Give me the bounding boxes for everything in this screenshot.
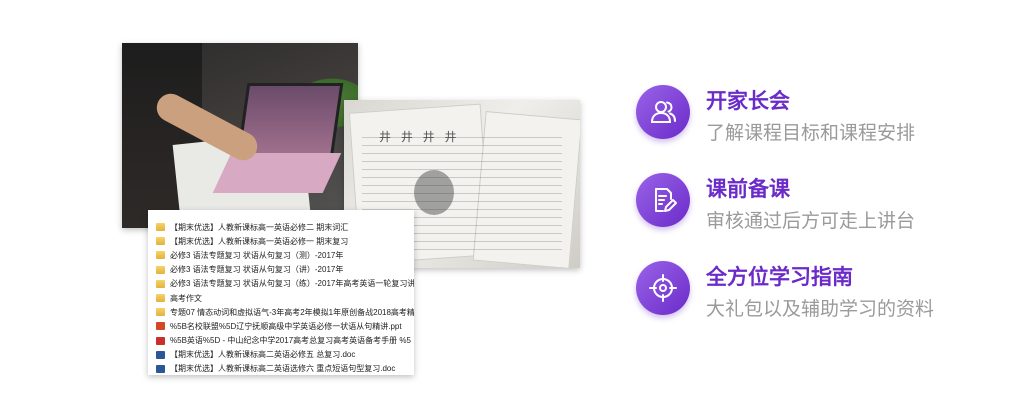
- file-name: 【期末优选】人教新课标高二英语必修五 总复习.doc: [170, 350, 356, 360]
- file-name: 必修3 语法专题复习 状语从句复习（练）-2017年高考英语一轮复习讲: [170, 279, 414, 289]
- file-row[interactable]: 必修3 语法专题复习 状语从句复习（讲）-2017年: [148, 263, 414, 277]
- feature-lesson-prep: 课前备课 审核通过后方可走上讲台: [636, 163, 1016, 233]
- file-name: %5B英语%5D - 中山纪念中学2017高考总复习高考英语备考手册 %5: [170, 336, 411, 346]
- file-list-panel: 【期末优选】人教新课标高一英语必修二 期末词汇 【期末优选】人教新课标高一英语必…: [148, 210, 414, 375]
- folder-icon: [156, 308, 165, 317]
- file-row[interactable]: 必修3 语法专题复习 状语从句复习（测）-2017年: [148, 248, 414, 262]
- file-name: 必修3 语法专题复习 状语从句复习（测）-2017年: [170, 250, 344, 260]
- file-row[interactable]: 【期末优选】人教新课标高一英语必修一 期末复习: [148, 234, 414, 248]
- file-name: 高考作文: [170, 293, 202, 303]
- doc-file-icon: [156, 350, 165, 359]
- file-row[interactable]: 【期末优选】人教新课标高二英语选修六 重点短语句型复习.doc: [148, 362, 414, 375]
- feature-title: 开家长会: [706, 89, 790, 113]
- feature-description: 审核通过后方可走上讲台: [706, 210, 916, 232]
- feature-parent-meeting: 开家长会 了解课程目标和课程安排: [636, 75, 1016, 145]
- file-name: 【期末优选】人教新课标高一英语必修一 期末复习: [170, 236, 349, 246]
- file-row[interactable]: 高考作文: [148, 291, 414, 305]
- feature-description: 了解课程目标和课程安排: [706, 122, 916, 144]
- file-row[interactable]: %5B名校联盟%5D辽宁抚顺高级中学英语必修一状语从句精讲.ppt: [148, 319, 414, 333]
- file-row[interactable]: %5B英语%5D - 中山纪念中学2017高考总复习高考英语备考手册 %5: [148, 334, 414, 348]
- pdf-file-icon: [156, 336, 165, 345]
- file-row[interactable]: 【期末优选】人教新课标高一英语必修二 期末词汇: [148, 220, 414, 234]
- folder-icon: [156, 251, 165, 260]
- folder-icon: [156, 265, 165, 274]
- file-row[interactable]: 【期末优选】人教新课标高二英语必修五 总复习.doc: [148, 348, 414, 362]
- doc-file-icon: [156, 364, 165, 373]
- target-icon: [636, 261, 690, 315]
- folder-icon: [156, 223, 165, 232]
- folder-icon: [156, 294, 165, 303]
- file-row[interactable]: 专题07 情态动词和虚拟语气-3年高考2年模拟1年原创备战2018高考精: [148, 305, 414, 319]
- file-name: 【期末优选】人教新课标高一英语必修二 期末词汇: [170, 222, 349, 232]
- folder-icon: [156, 279, 165, 288]
- feature-study-guide: 全方位学习指南 大礼包以及辅助学习的资料: [636, 251, 1016, 321]
- ppt-file-icon: [156, 322, 165, 331]
- file-row[interactable]: 必修3 语法专题复习 状语从句复习（练）-2017年高考英语一轮复习讲: [148, 277, 414, 291]
- folder-icon: [156, 237, 165, 246]
- file-name: 必修3 语法专题复习 状语从句复习（讲）-2017年: [170, 265, 344, 275]
- file-name: 专题07 情态动词和虚拟语气-3年高考2年模拟1年原创备战2018高考精: [170, 307, 414, 317]
- paper-header-text: 井 井 井 井: [379, 130, 460, 144]
- file-name: %5B名校联盟%5D辽宁抚顺高级中学英语必修一状语从句精讲.ppt: [170, 321, 402, 331]
- feature-description: 大礼包以及辅助学习的资料: [706, 298, 935, 320]
- edit-document-icon: [636, 173, 690, 227]
- file-name: 【期末优选】人教新课标高二英语选修六 重点短语句型复习.doc: [170, 364, 396, 374]
- classroom-photo: [122, 43, 358, 228]
- feature-title: 全方位学习指南: [706, 265, 853, 289]
- people-icon: [636, 85, 690, 139]
- feature-title: 课前备课: [706, 177, 790, 201]
